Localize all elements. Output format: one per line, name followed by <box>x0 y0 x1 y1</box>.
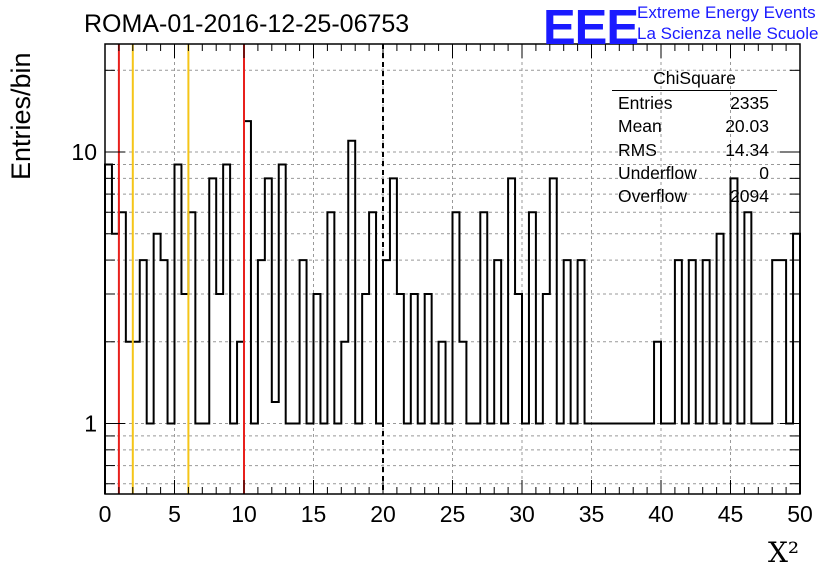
x-tick-label: 20 <box>370 501 396 527</box>
x-tick-label: 5 <box>168 501 181 527</box>
stats-label: Overflow <box>618 186 688 207</box>
x-tick-label: 15 <box>301 501 327 527</box>
stats-label: Mean <box>618 116 662 137</box>
x-tick-label: 45 <box>718 501 744 527</box>
stats-value: 0 <box>759 162 769 183</box>
histogram-line <box>104 120 801 494</box>
stats-label: Underflow <box>618 162 697 183</box>
stats-row-rms: RMS 14.34 <box>612 139 777 162</box>
axis-ticks <box>104 44 801 494</box>
stats-row-mean: Mean 20.03 <box>612 115 777 138</box>
x-tick-label: 30 <box>509 501 535 527</box>
x-tick-label: 35 <box>579 501 605 527</box>
stats-value: 20.03 <box>725 116 769 137</box>
stats-label: RMS <box>618 139 657 160</box>
y-tick-label: 10 <box>71 139 97 165</box>
x-tick-label: 0 <box>99 501 112 527</box>
x-tick-label: 40 <box>648 501 674 527</box>
stats-row-overflow: Overflow 2094 <box>612 185 777 208</box>
stats-title: ChiSquare <box>612 68 777 91</box>
stats-row-underflow: Underflow 0 <box>612 162 777 185</box>
y-tick-label: 1 <box>84 411 97 437</box>
stats-value: 2094 <box>730 186 769 207</box>
y-axis-label: Entries/bin <box>6 52 36 180</box>
stats-value: 2335 <box>730 93 769 113</box>
stats-row-entries: Entries 2335 <box>612 92 777 115</box>
eee-logo: EEE <box>543 1 639 55</box>
stats-box: ChiSquare Entries 2335 Mean 20.03 RMS 14… <box>612 68 777 208</box>
stats-label: Entries <box>618 93 673 113</box>
x-tick-label: 25 <box>440 501 466 527</box>
reference-lines <box>117 44 384 494</box>
logo-subtitle-1: Extreme Energy Events <box>637 3 816 22</box>
stats-value: 14.34 <box>725 139 769 160</box>
logo-subtitle-2: La Scienza nelle Scuole <box>637 24 819 43</box>
run-title: ROMA-01-2016-12-25-06753 <box>84 10 410 38</box>
axis-tick-labels: 0 5 10 15 20 25 30 35 40 45 50 1 10 <box>71 139 812 527</box>
x-tick-label: 50 <box>787 501 813 527</box>
x-axis-label: X² <box>768 536 800 569</box>
x-tick-label: 10 <box>231 501 257 527</box>
histogram-series <box>104 120 801 494</box>
